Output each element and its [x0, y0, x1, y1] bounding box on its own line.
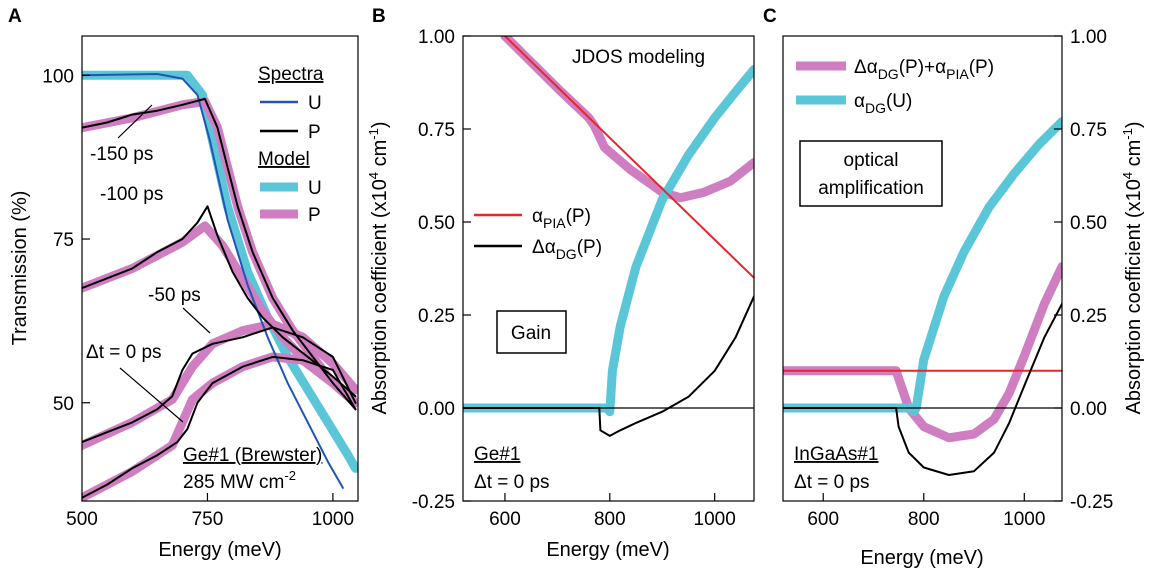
- panel-a-series: [82, 70, 358, 501]
- series-c-dg-u: [783, 117, 1062, 417]
- annot-0ps-pointer: [119, 367, 184, 423]
- panel-a: A 500 750 1000 50 75 100 Energy (meV) Transmi…: [8, 6, 359, 561]
- panel-c-ticks: 600 800 1000 -0.25 0.00 0.25 0.50 0.75 1.00: [807, 27, 1113, 530]
- panel-b-frame: [462, 35, 755, 502]
- xtick-label-b-600: 600: [489, 509, 521, 530]
- series-b-dg-p: [463, 295, 754, 437]
- xtick-label-a-1000: 1000: [312, 509, 354, 530]
- panel-b-ylabel: Absorption coefficient (x104 cm-1): [366, 121, 391, 414]
- ytick-label-c-0-25: -0.25: [1070, 492, 1113, 513]
- series-b-dg-u: [463, 65, 754, 417]
- panel-c-frame: [782, 35, 1063, 502]
- ytick-label-c-0-25: 0.25: [1070, 306, 1107, 327]
- series-a-spectrum-p-150-ps: [82, 97, 357, 411]
- optical-amplification-box: [799, 140, 943, 207]
- ytick-label-b-0-25: -0.25: [412, 492, 455, 513]
- optical-label: optical: [844, 150, 899, 171]
- panel-c-xlabel: Energy (meV): [860, 547, 983, 569]
- legend-spectra-p-label: P: [308, 122, 321, 143]
- ytick-label-b-0-00: 0.00: [418, 399, 455, 420]
- series-a-spectrum-p-100-ps: [82, 205, 357, 398]
- annot-150ps-pointer: [117, 104, 153, 139]
- panel-a-ylabel: Transmission (%): [9, 191, 31, 346]
- xtick-label-a-750: 750: [192, 509, 224, 530]
- ytick-label-a-50: 50: [53, 394, 74, 415]
- xtick-label-b-1000: 1000: [694, 509, 736, 530]
- legend-spectra-u-label: U: [308, 93, 322, 114]
- xtick-label-b-800: 800: [594, 509, 626, 530]
- sample-label-c: InGaAs#1: [794, 444, 879, 465]
- xtick-label-c-1000: 1000: [1003, 509, 1045, 530]
- jdos-modeling-label: JDOS modeling: [572, 47, 705, 68]
- panel-a-frame: [81, 35, 359, 502]
- legend-spectra-title: Spectra: [258, 64, 324, 85]
- panel-a-ticks: 500 750 1000 50 75 100: [42, 66, 354, 530]
- ytick-label-a-75: 75: [53, 230, 74, 251]
- annot-50ps-pointer: [182, 307, 211, 334]
- legend-sum-label: ΔαDG(P)+αPIA(P): [854, 57, 994, 82]
- xtick-label-c-600: 600: [807, 509, 839, 530]
- amplification-label: amplification: [818, 178, 924, 199]
- ytick-label-c-0-75: 0.75: [1070, 120, 1107, 141]
- panel-c-series: [783, 117, 1062, 476]
- panel-a-xlabel: Energy (meV): [158, 539, 281, 561]
- panel-b-series: [463, 36, 754, 437]
- panel-b-ticks: 600 800 1000 -0.25 0.00 0.25 0.50 0.75 1.00: [412, 27, 736, 530]
- legend-model-title: Model: [258, 149, 310, 170]
- legend-dadg-label: ΔαDG(P): [532, 237, 602, 262]
- series-a-spectrum-p-0-ps: [82, 355, 357, 499]
- legend-model-u-label: U: [308, 178, 322, 199]
- panel-b-xlabel: Energy (meV): [546, 539, 669, 561]
- annot-0ps: Δt = 0 ps: [86, 342, 162, 363]
- panel-letter-b: B: [372, 6, 386, 27]
- series-a-spectrum-u: [82, 73, 344, 489]
- series-c-dg-p: [783, 302, 1062, 476]
- xtick-label-c-800: 800: [908, 509, 940, 530]
- gain-box: [496, 310, 567, 354]
- ytick-label-b-0-50: 0.50: [418, 213, 455, 234]
- legend-apia-label: αPIA(P): [532, 206, 591, 231]
- sample-label-b: Ge#1: [474, 444, 520, 465]
- annot-50ps: -50 ps: [148, 285, 201, 306]
- panel-c: C 600 800 1000 -0.25 0.00 0.25 0.50 0.75 1.00 En…: [763, 6, 1145, 569]
- legend-model-p-label: P: [308, 205, 321, 226]
- panel-b: B 600 800 1000 -0.25 0.00 0.25 0.50 0.75 1.00 En…: [366, 6, 755, 561]
- ytick-label-c-1-00: 1.00: [1070, 27, 1107, 48]
- ytick-label-b-1-00: 1.00: [418, 27, 455, 48]
- panel-letter-a: A: [8, 6, 22, 27]
- ytick-label-b-0-75: 0.75: [418, 120, 455, 141]
- ytick-label-b-0-25: 0.25: [418, 306, 455, 327]
- panel-letter-c: C: [763, 6, 777, 27]
- ytick-label-c-0-50: 0.50: [1070, 213, 1107, 234]
- delay-label-c: Δt = 0 ps: [794, 472, 870, 493]
- series-b-pia-p: [503, 36, 754, 279]
- delay-label-b: Δt = 0 ps: [474, 472, 550, 493]
- sample-label-a: Ge#1 (Brewster): [183, 445, 322, 466]
- series-a-spectrum-p-50-ps: [82, 326, 357, 444]
- fluence-label-a: 285 MW cm-2: [183, 468, 296, 493]
- ytick-label-a-100: 100: [42, 66, 74, 87]
- xtick-label-a-500: 500: [66, 509, 98, 530]
- gain-label: Gain: [511, 323, 551, 344]
- legend-adgu-label: αDG(U): [854, 91, 912, 116]
- annot-100ps: -100 ps: [100, 184, 163, 205]
- panel-c-ylabel: Absorption coefficient (x104 cm-1): [1120, 121, 1145, 414]
- series-c-dg-p-pia-p: [783, 262, 1062, 443]
- series-a-model-u: [82, 70, 358, 473]
- annot-150ps: -150 ps: [90, 144, 153, 165]
- ytick-label-c-0-00: 0.00: [1070, 399, 1107, 420]
